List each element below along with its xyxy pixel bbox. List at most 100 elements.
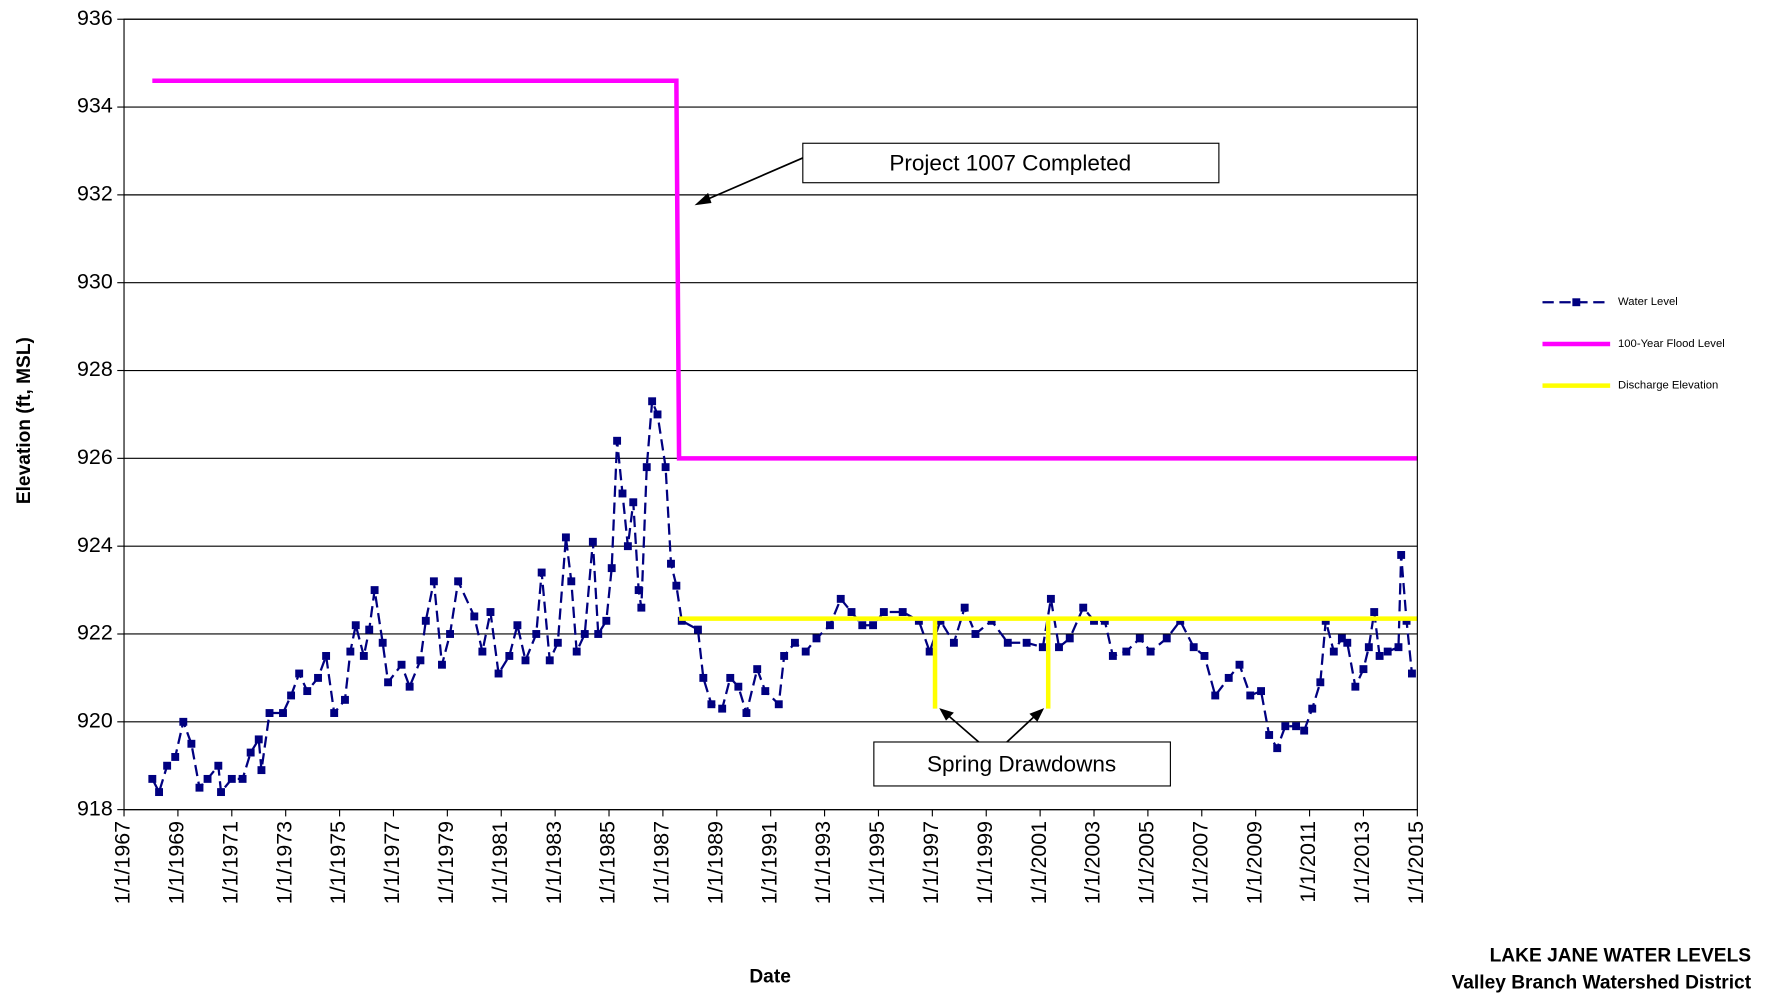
marker: [836, 594, 845, 603]
marker: [513, 621, 522, 630]
x-tick-label: 1/1/1999: [973, 821, 997, 904]
marker: [1211, 691, 1220, 700]
marker: [553, 638, 562, 647]
marker: [1316, 678, 1325, 687]
marker: [742, 709, 751, 717]
marker: [238, 774, 247, 783]
marker: [494, 669, 503, 678]
marker: [1343, 638, 1352, 647]
x-axis-label: Date: [749, 967, 791, 988]
marker: [478, 647, 487, 656]
arrow: [701, 157, 804, 203]
marker: [1079, 603, 1088, 612]
marker: [1337, 634, 1346, 643]
y-tick-label: 934: [77, 94, 113, 118]
legend-label: 100-Year Flood Level: [1618, 338, 1725, 350]
marker: [661, 463, 670, 472]
marker: [1135, 634, 1144, 643]
x-tick-label: 1/1/2007: [1188, 821, 1212, 904]
marker: [925, 647, 934, 656]
marker: [346, 647, 355, 656]
marker: [1162, 634, 1171, 643]
chart-subtitle: Valley Branch Watershed District: [1452, 972, 1752, 993]
marker: [648, 397, 657, 406]
marker: [1189, 643, 1198, 652]
marker: [470, 612, 479, 621]
x-tick-label: 1/1/2001: [1027, 821, 1051, 904]
marker: [667, 559, 675, 568]
marker: [265, 709, 274, 717]
marker: [826, 621, 834, 630]
marker: [1397, 551, 1406, 559]
x-tick-label: 1/1/1979: [434, 821, 458, 904]
marker: [623, 542, 632, 551]
marker: [171, 752, 180, 761]
marker: [1281, 722, 1290, 731]
y-tick-label: 936: [77, 6, 113, 30]
chart-title: LAKE JANE WATER LEVELS: [1490, 945, 1752, 966]
marker: [790, 638, 799, 647]
legend-label: Water Level: [1618, 296, 1678, 308]
x-tick-label: 1/1/2013: [1350, 821, 1374, 904]
marker: [429, 577, 438, 586]
y-tick-label: 924: [77, 533, 113, 557]
x-tick-label: 1/1/1989: [703, 821, 727, 904]
marker: [1224, 673, 1233, 682]
marker: [254, 735, 263, 744]
marker: [505, 652, 514, 660]
marker: [257, 766, 266, 775]
marker: [572, 647, 581, 656]
x-tick-label: 1/1/2003: [1081, 821, 1105, 904]
marker: [780, 652, 789, 660]
marker: [629, 498, 638, 507]
marker: [1292, 722, 1301, 731]
marker: [532, 630, 541, 638]
marker: [378, 638, 387, 647]
marker: [869, 621, 878, 630]
marker: [246, 748, 255, 757]
y-tick-label: 918: [77, 796, 113, 820]
marker: [580, 630, 589, 638]
marker: [521, 656, 530, 665]
marker: [1146, 647, 1155, 656]
legend-marker: [1572, 298, 1581, 307]
x-tick-label: 1/1/1987: [650, 821, 674, 904]
marker: [203, 774, 212, 783]
x-tick-label: 1/1/1975: [326, 821, 350, 904]
marker: [1265, 731, 1274, 739]
marker: [960, 603, 969, 612]
marker: [416, 656, 425, 665]
marker: [1273, 744, 1282, 753]
x-tick-label: 1/1/1971: [218, 821, 242, 904]
arrow-head: [939, 708, 954, 721]
marker: [753, 665, 762, 674]
marker: [642, 463, 651, 472]
marker: [214, 761, 223, 770]
x-tick-label: 1/1/1969: [165, 821, 189, 904]
marker: [148, 774, 157, 783]
marker: [279, 709, 287, 717]
arrow-head: [694, 192, 712, 206]
marker: [1394, 643, 1403, 652]
x-tick-label: 1/1/1985: [596, 821, 620, 904]
marker: [1003, 638, 1012, 647]
marker: [613, 436, 622, 445]
marker: [634, 586, 643, 595]
y-tick-label: 930: [77, 269, 113, 293]
marker: [365, 625, 374, 634]
arrow: [1006, 712, 1040, 743]
marker: [322, 652, 331, 660]
annotation-text: Spring Drawdowns: [927, 752, 1116, 777]
marker: [1308, 704, 1317, 713]
y-tick-label: 928: [77, 357, 113, 381]
legend-label: Discharge Elevation: [1618, 380, 1718, 392]
arrow-head: [1029, 708, 1045, 722]
marker: [446, 630, 454, 638]
marker: [163, 761, 172, 770]
marker: [227, 774, 236, 783]
marker: [1375, 652, 1384, 660]
marker: [421, 616, 430, 625]
marker: [607, 564, 616, 573]
marker: [801, 647, 810, 656]
